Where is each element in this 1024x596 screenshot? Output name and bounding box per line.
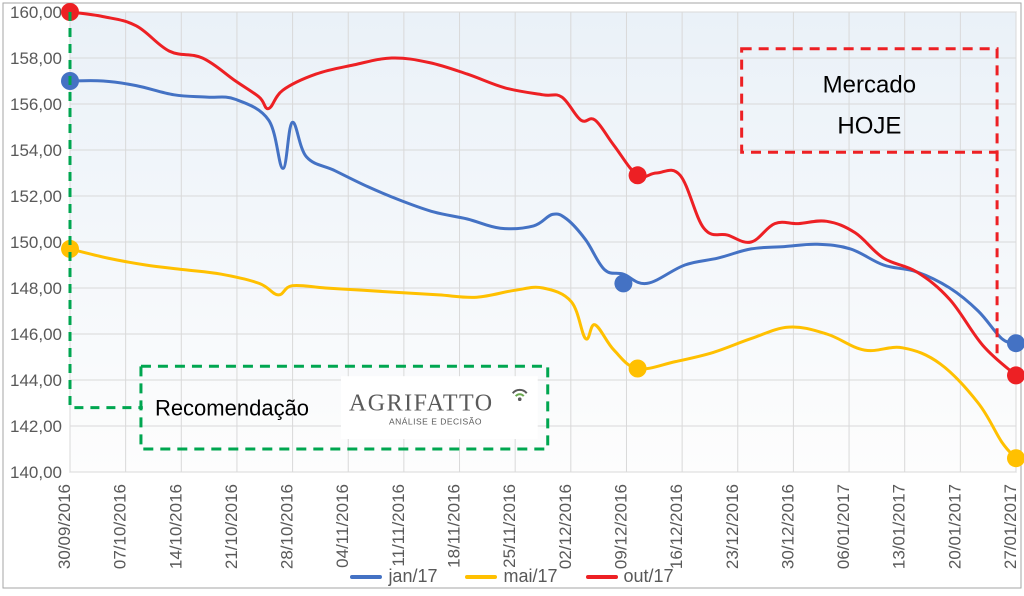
y-tick-label: 142,00: [10, 417, 62, 436]
x-tick-label: 02/12/2016: [556, 484, 575, 569]
agrifatto-logo-sub: ANÁLISE E DECISÃO: [389, 417, 482, 427]
y-tick-label: 160,00: [10, 3, 62, 22]
mercado-hoje-line2: HOJE: [837, 113, 901, 140]
legend-swatch-mai17: [465, 575, 497, 579]
y-tick-label: 140,00: [10, 463, 62, 482]
y-tick-label: 148,00: [10, 279, 62, 298]
agrifatto-logo-icon: [518, 397, 522, 401]
legend-item-out17: out/17: [586, 566, 674, 587]
recomendacao-label: Recomendação: [155, 396, 309, 421]
series-dot-mai17: [629, 360, 647, 378]
x-tick-label: 06/01/2017: [834, 484, 853, 569]
legend-item-mai17: mai/17: [465, 566, 557, 587]
y-tick-label: 144,00: [10, 371, 62, 390]
y-tick-label: 152,00: [10, 187, 62, 206]
x-tick-label: 09/12/2016: [611, 484, 630, 569]
x-tick-label: 23/12/2016: [723, 484, 742, 569]
agrifatto-logo-text: AGRIFATTO: [349, 391, 494, 417]
y-tick-label: 154,00: [10, 141, 62, 160]
legend-swatch-jan17: [350, 575, 382, 579]
x-tick-label: 30/09/2016: [55, 484, 74, 569]
x-tick-label: 18/11/2016: [445, 484, 464, 568]
series-dot-out17: [629, 166, 647, 184]
legend-label-jan17: jan/17: [388, 566, 437, 587]
legend-item-jan17: jan/17: [350, 566, 437, 587]
y-tick-label: 156,00: [10, 95, 62, 114]
x-tick-label: 07/10/2016: [111, 484, 130, 569]
chart-container: 140,00 142,00 144,00 146,00 148,00 150,00 152,…: [0, 0, 1024, 591]
series-dot-jan17: [614, 274, 632, 292]
y-tick-label: 158,00: [10, 49, 62, 68]
mercado-hoje-line1: Mercado: [823, 71, 916, 98]
x-tick-label: 11/11/2016: [389, 484, 408, 567]
line-chart-svg: 140,00 142,00 144,00 146,00 148,00 150,00 152,…: [0, 0, 1024, 591]
y-tick-label: 146,00: [10, 325, 62, 344]
legend-label-mai17: mai/17: [503, 566, 557, 587]
x-tick-label: 16/12/2016: [667, 484, 686, 569]
x-tick-label: 28/10/2016: [278, 484, 297, 569]
legend-label-out17: out/17: [624, 566, 674, 587]
x-tick-label: 25/11/2016: [500, 484, 519, 568]
x-tick-label: 04/11/2016: [333, 484, 352, 568]
x-tick-label: 27/01/2017: [1001, 484, 1020, 569]
y-tick-label: 150,00: [10, 233, 62, 252]
x-tick-label: 14/10/2016: [166, 484, 185, 569]
x-tick-label: 30/12/2016: [778, 484, 797, 569]
legend-swatch-out17: [586, 575, 618, 579]
legend: jan/17 mai/17 out/17: [0, 566, 1024, 587]
x-tick-label: 20/01/2017: [945, 484, 964, 569]
x-tick-label: 13/01/2017: [890, 484, 909, 569]
x-tick-label: 21/10/2016: [222, 484, 241, 569]
